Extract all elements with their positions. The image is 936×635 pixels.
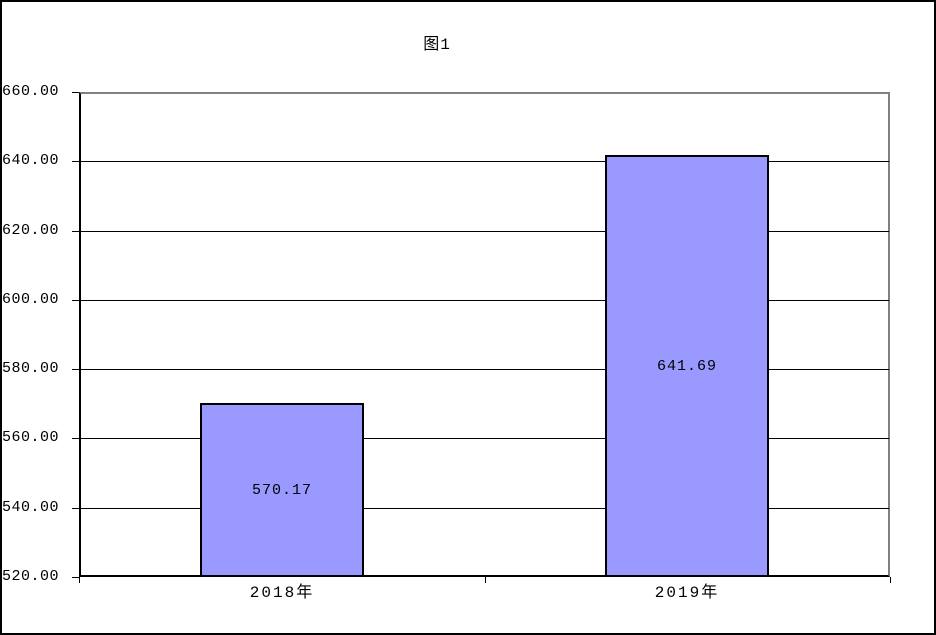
y-axis-tick: [72, 161, 79, 162]
x-category-label: 2019年: [654, 584, 720, 602]
y-axis-tick: [72, 369, 79, 370]
y-axis-label: 580.00: [2, 360, 60, 377]
x-category-label: 2018年: [249, 584, 315, 602]
plot-area: [79, 92, 890, 577]
y-axis-tick: [72, 438, 79, 439]
y-axis-tick: [72, 577, 79, 578]
chart-title: 图1: [423, 36, 451, 54]
x-axis-tick: [79, 577, 80, 583]
y-axis-label: 640.00: [2, 152, 60, 169]
y-gridline: [81, 231, 889, 232]
y-axis-label: 660.00: [2, 83, 60, 100]
y-gridline: [81, 438, 889, 439]
y-axis-label: 560.00: [2, 429, 60, 446]
y-axis-label: 600.00: [2, 291, 60, 308]
y-axis-tick: [72, 92, 79, 93]
bar-value-label: 570.17: [251, 481, 312, 499]
bar-value-label: 641.69: [656, 357, 717, 375]
y-axis-label: 620.00: [2, 222, 60, 239]
y-gridline: [81, 161, 889, 162]
y-axis-tick: [72, 508, 79, 509]
y-axis-tick: [72, 300, 79, 301]
y-gridline: [81, 369, 889, 370]
x-axis-tick: [890, 577, 891, 583]
x-axis-tick: [485, 577, 486, 583]
y-gridline: [81, 300, 889, 301]
y-gridline: [81, 508, 889, 509]
y-axis-label: 540.00: [2, 499, 60, 516]
bar-2019年: 641.69: [605, 155, 769, 577]
y-axis-label: 520.00: [2, 568, 60, 585]
y-axis-tick: [72, 231, 79, 232]
bar-2018年: 570.17: [200, 403, 364, 577]
